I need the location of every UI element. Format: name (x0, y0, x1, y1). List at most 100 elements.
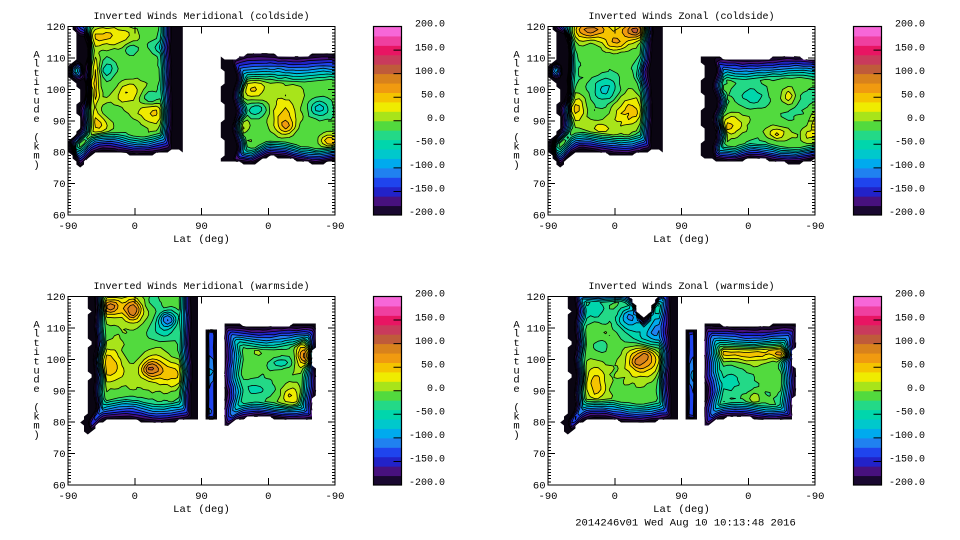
svg-text:50.0: 50.0 (901, 360, 925, 371)
svg-text:e: e (33, 384, 39, 396)
svg-text:150.0: 150.0 (415, 313, 445, 324)
svg-text:Lat (deg): Lat (deg) (653, 234, 710, 246)
svg-text:m: m (33, 151, 39, 163)
svg-text:200.0: 200.0 (415, 290, 445, 301)
svg-text:l: l (33, 329, 39, 341)
svg-text:200.0: 200.0 (415, 20, 445, 31)
svg-text:t: t (513, 86, 519, 98)
svg-text:120: 120 (527, 292, 546, 304)
svg-text:70: 70 (53, 179, 66, 191)
svg-text:i: i (33, 77, 39, 89)
svg-text:-50.0: -50.0 (895, 408, 925, 419)
svg-text:100: 100 (527, 85, 546, 97)
svg-text:(: ( (33, 402, 39, 414)
svg-text:110: 110 (527, 53, 546, 65)
svg-text:A: A (33, 320, 40, 332)
svg-text:90: 90 (195, 221, 208, 233)
svg-text:d: d (33, 375, 39, 387)
svg-text:(: ( (33, 132, 39, 144)
svg-text:50.0: 50.0 (421, 360, 445, 371)
svg-text:k: k (513, 142, 519, 154)
svg-text:Inverted Winds Meridional (war: Inverted Winds Meridional (warmside) (93, 281, 309, 293)
svg-text:150.0: 150.0 (415, 43, 445, 54)
svg-text:(: ( (513, 132, 519, 144)
svg-text:-50.0: -50.0 (415, 408, 445, 419)
svg-text:0: 0 (265, 221, 271, 233)
svg-text:110: 110 (47, 323, 66, 335)
svg-text:90: 90 (675, 221, 688, 233)
svg-text:i: i (33, 347, 39, 359)
svg-text:-200.0: -200.0 (409, 478, 445, 489)
svg-text:150.0: 150.0 (895, 313, 925, 324)
svg-text:d: d (513, 375, 519, 387)
svg-text:70: 70 (533, 179, 546, 191)
svg-text:120: 120 (47, 292, 66, 304)
svg-text:90: 90 (195, 491, 208, 503)
svg-text:t: t (33, 338, 39, 350)
svg-text:60: 60 (53, 211, 66, 223)
svg-text:t: t (513, 356, 519, 368)
svg-text:100.0: 100.0 (895, 67, 925, 78)
svg-text:Lat (deg): Lat (deg) (173, 234, 230, 246)
svg-text:t: t (513, 338, 519, 350)
svg-text:50.0: 50.0 (901, 90, 925, 101)
svg-text:0.0: 0.0 (907, 114, 925, 125)
svg-text:100: 100 (47, 355, 66, 367)
svg-text:-50.0: -50.0 (415, 138, 445, 149)
svg-text:e: e (33, 114, 39, 126)
svg-text:80: 80 (53, 148, 66, 160)
svg-text:): ) (33, 430, 39, 442)
svg-text:0: 0 (265, 491, 271, 503)
svg-text:): ) (33, 160, 39, 172)
svg-text:t: t (513, 68, 519, 80)
svg-text:Inverted Winds Zonal (warmside: Inverted Winds Zonal (warmside) (588, 281, 774, 293)
svg-text:-150.0: -150.0 (409, 455, 445, 466)
svg-text:90: 90 (53, 116, 66, 128)
svg-text:80: 80 (533, 148, 546, 160)
svg-text:2014246v01 Wed Aug 10 10:13:48: 2014246v01 Wed Aug 10 10:13:48 2016 (575, 518, 796, 530)
svg-text:d: d (33, 105, 39, 117)
svg-text:90: 90 (533, 386, 546, 398)
svg-text:80: 80 (53, 418, 66, 430)
svg-text:100.0: 100.0 (895, 337, 925, 348)
svg-text:u: u (513, 96, 519, 108)
svg-text:u: u (33, 366, 39, 378)
svg-text:t: t (33, 68, 39, 80)
svg-text:0.0: 0.0 (907, 384, 925, 395)
svg-text:0: 0 (612, 491, 618, 503)
svg-text:m: m (513, 151, 519, 163)
svg-text:-90: -90 (59, 491, 78, 503)
svg-text:100: 100 (527, 355, 546, 367)
svg-text:-90: -90 (326, 491, 345, 503)
svg-text:150.0: 150.0 (895, 43, 925, 54)
svg-text:200.0: 200.0 (895, 20, 925, 31)
svg-text:m: m (513, 421, 519, 433)
svg-text:A: A (33, 50, 40, 62)
svg-text:-200.0: -200.0 (889, 208, 925, 219)
svg-text:-90: -90 (806, 491, 825, 503)
svg-text:0.0: 0.0 (427, 384, 445, 395)
svg-text:60: 60 (533, 211, 546, 223)
svg-text:m: m (33, 421, 39, 433)
svg-text:A: A (513, 320, 520, 332)
svg-text:Lat (deg): Lat (deg) (173, 504, 230, 516)
svg-text:-90: -90 (539, 221, 558, 233)
svg-text:-90: -90 (539, 491, 558, 503)
svg-text:0: 0 (132, 491, 138, 503)
svg-text:(: ( (513, 402, 519, 414)
svg-text:-100.0: -100.0 (889, 431, 925, 442)
svg-text:0: 0 (745, 491, 751, 503)
svg-text:0.0: 0.0 (427, 114, 445, 125)
svg-text:-150.0: -150.0 (409, 185, 445, 196)
svg-text:110: 110 (527, 323, 546, 335)
svg-text:90: 90 (53, 386, 66, 398)
svg-text:i: i (513, 347, 519, 359)
svg-text:60: 60 (533, 481, 546, 493)
svg-text:Inverted Winds Meridional (col: Inverted Winds Meridional (coldside) (93, 11, 309, 23)
svg-text:110: 110 (47, 53, 66, 65)
svg-text:l: l (513, 59, 519, 71)
svg-text:e: e (513, 384, 519, 396)
svg-text:l: l (513, 329, 519, 341)
svg-text:e: e (513, 114, 519, 126)
svg-text:120: 120 (527, 22, 546, 34)
